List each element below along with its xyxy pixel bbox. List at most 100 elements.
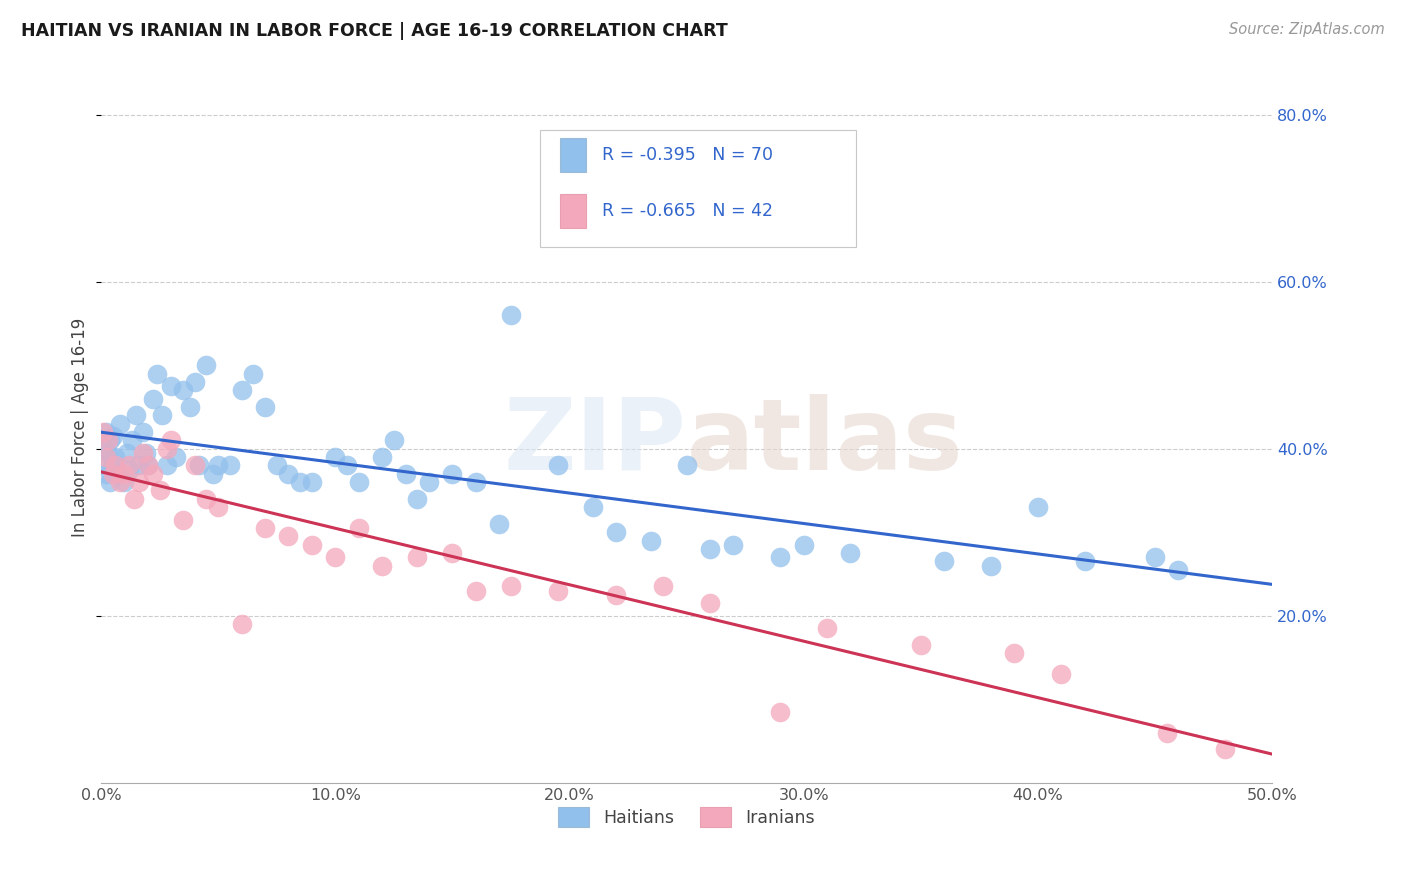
Point <box>122 491 145 506</box>
Point <box>301 538 323 552</box>
Point <box>128 475 150 489</box>
Point <box>93 442 115 456</box>
Point <box>184 458 207 473</box>
Point <box>108 475 131 489</box>
Point <box>114 467 136 481</box>
Point <box>675 458 697 473</box>
Point <box>195 491 218 506</box>
Point <box>146 367 169 381</box>
Point <box>101 467 124 481</box>
Point <box>323 550 346 565</box>
Point <box>839 546 862 560</box>
Point <box>132 425 155 439</box>
Point <box>382 434 405 448</box>
Text: R = -0.665   N = 42: R = -0.665 N = 42 <box>602 202 773 219</box>
Point <box>301 475 323 489</box>
Point <box>266 458 288 473</box>
Point <box>441 467 464 481</box>
Point <box>699 596 721 610</box>
Point <box>371 558 394 573</box>
Text: ZIP: ZIP <box>503 393 686 491</box>
Point <box>1002 646 1025 660</box>
Point <box>149 483 172 498</box>
Point <box>100 434 122 448</box>
Point <box>94 467 117 481</box>
Point <box>1050 667 1073 681</box>
Point <box>336 458 359 473</box>
Point <box>1026 500 1049 515</box>
Point <box>464 583 486 598</box>
Point <box>114 475 136 489</box>
Point <box>118 458 141 473</box>
Point <box>1143 550 1166 565</box>
Point <box>242 367 264 381</box>
Point <box>394 467 416 481</box>
Point <box>115 446 138 460</box>
Point <box>640 533 662 548</box>
Point <box>172 513 194 527</box>
FancyBboxPatch shape <box>540 129 856 247</box>
Point <box>547 583 569 598</box>
FancyBboxPatch shape <box>560 138 586 172</box>
Point <box>128 458 150 473</box>
Point <box>253 521 276 535</box>
Point <box>107 467 129 481</box>
Point <box>101 458 124 473</box>
Point <box>723 538 745 552</box>
Point <box>231 617 253 632</box>
Point <box>136 458 159 473</box>
Text: R = -0.395   N = 70: R = -0.395 N = 70 <box>602 146 773 164</box>
Point <box>188 458 211 473</box>
Point <box>1156 725 1178 739</box>
Point <box>1213 742 1236 756</box>
Point <box>406 550 429 565</box>
Point <box>142 392 165 406</box>
Point <box>406 491 429 506</box>
Point <box>165 450 187 464</box>
Point <box>207 458 229 473</box>
Point <box>769 550 792 565</box>
Point <box>371 450 394 464</box>
Point <box>699 541 721 556</box>
Point <box>980 558 1002 573</box>
Point <box>97 434 120 448</box>
Point <box>218 458 240 473</box>
Point <box>101 429 124 443</box>
Point <box>323 450 346 464</box>
Point <box>231 384 253 398</box>
Point <box>769 705 792 719</box>
Point <box>160 379 183 393</box>
Point <box>97 446 120 460</box>
Point <box>125 409 148 423</box>
Point <box>1167 563 1189 577</box>
Point <box>652 579 675 593</box>
Y-axis label: In Labor Force | Age 16-19: In Labor Force | Age 16-19 <box>72 318 89 538</box>
Point <box>184 375 207 389</box>
Point <box>156 442 179 456</box>
Point <box>118 462 141 476</box>
Point <box>160 434 183 448</box>
Point <box>172 384 194 398</box>
Point <box>288 475 311 489</box>
Legend: Haitians, Iranians: Haitians, Iranians <box>551 800 823 834</box>
Point <box>418 475 440 489</box>
Point <box>202 467 225 481</box>
Point <box>582 500 605 515</box>
Point <box>207 500 229 515</box>
Point <box>195 358 218 372</box>
Point <box>934 554 956 568</box>
Point <box>93 458 115 473</box>
Point <box>277 467 299 481</box>
Point <box>104 458 127 473</box>
Point <box>108 417 131 431</box>
Point <box>499 579 522 593</box>
Point <box>136 458 159 473</box>
Point <box>253 400 276 414</box>
Point <box>605 525 627 540</box>
Point <box>347 475 370 489</box>
Point <box>142 467 165 481</box>
Point <box>347 521 370 535</box>
Point <box>464 475 486 489</box>
Point <box>150 409 173 423</box>
Point <box>499 308 522 322</box>
